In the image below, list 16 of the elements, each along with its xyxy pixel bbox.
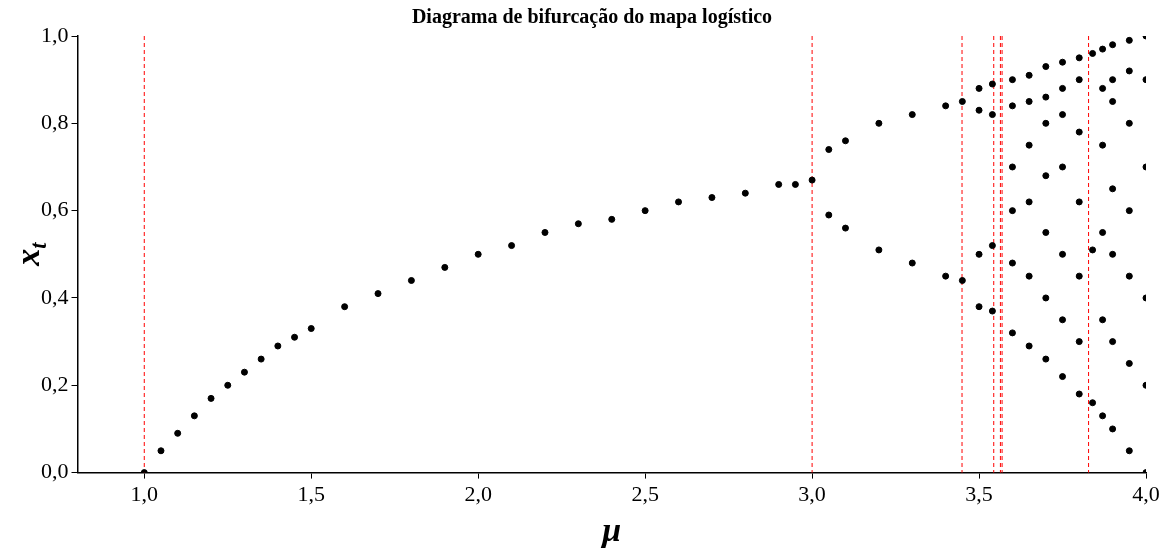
y-tick-label: 0,2 [41,371,69,397]
chart-title: Diagrama de bifurcação do mapa logístico [411,5,773,29]
x-tick-label: 4,0 [1132,480,1160,506]
y-tick-label: 0,8 [41,109,69,135]
x-tick-label: 3,5 [965,480,993,506]
x-tick-label: 1,5 [297,480,325,506]
x-tick-label: 2,0 [464,480,492,506]
y-tick-label: 0,0 [41,458,69,484]
y-tick-label: 0,6 [41,196,69,222]
x-axis-title: μ [600,510,622,548]
y-axis-title: xt [8,241,51,267]
x-tick-label: 1,0 [130,480,159,506]
x-tick-label: 3,0 [798,480,826,506]
y-tick-label: 0,4 [41,283,69,309]
y-tick-label: 1,0 [41,21,69,47]
x-tick-label: 2,5 [631,480,659,506]
